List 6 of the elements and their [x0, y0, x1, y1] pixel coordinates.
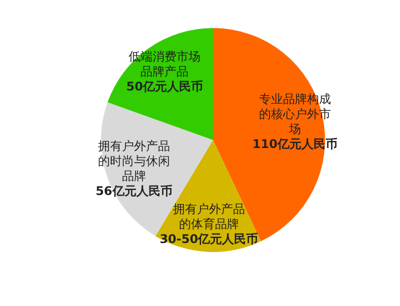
- slice-label: 低端消费市场品牌产品: [128, 49, 201, 78]
- slice-label: 拥有户外产品的体育品牌: [172, 202, 245, 231]
- data-label: 50亿元人民币: [126, 79, 203, 94]
- data-label: 30-50亿元人民币: [160, 232, 258, 246]
- data-label: 56亿元人民币: [96, 184, 172, 198]
- slice-label: 拥有户外产品的时尚与休闲品牌: [98, 138, 170, 183]
